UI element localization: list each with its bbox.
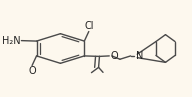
Text: N: N (136, 51, 144, 61)
Text: O: O (110, 51, 118, 61)
Text: Cl: Cl (84, 21, 94, 31)
Text: H₂N: H₂N (2, 36, 21, 46)
Text: O: O (28, 66, 36, 76)
